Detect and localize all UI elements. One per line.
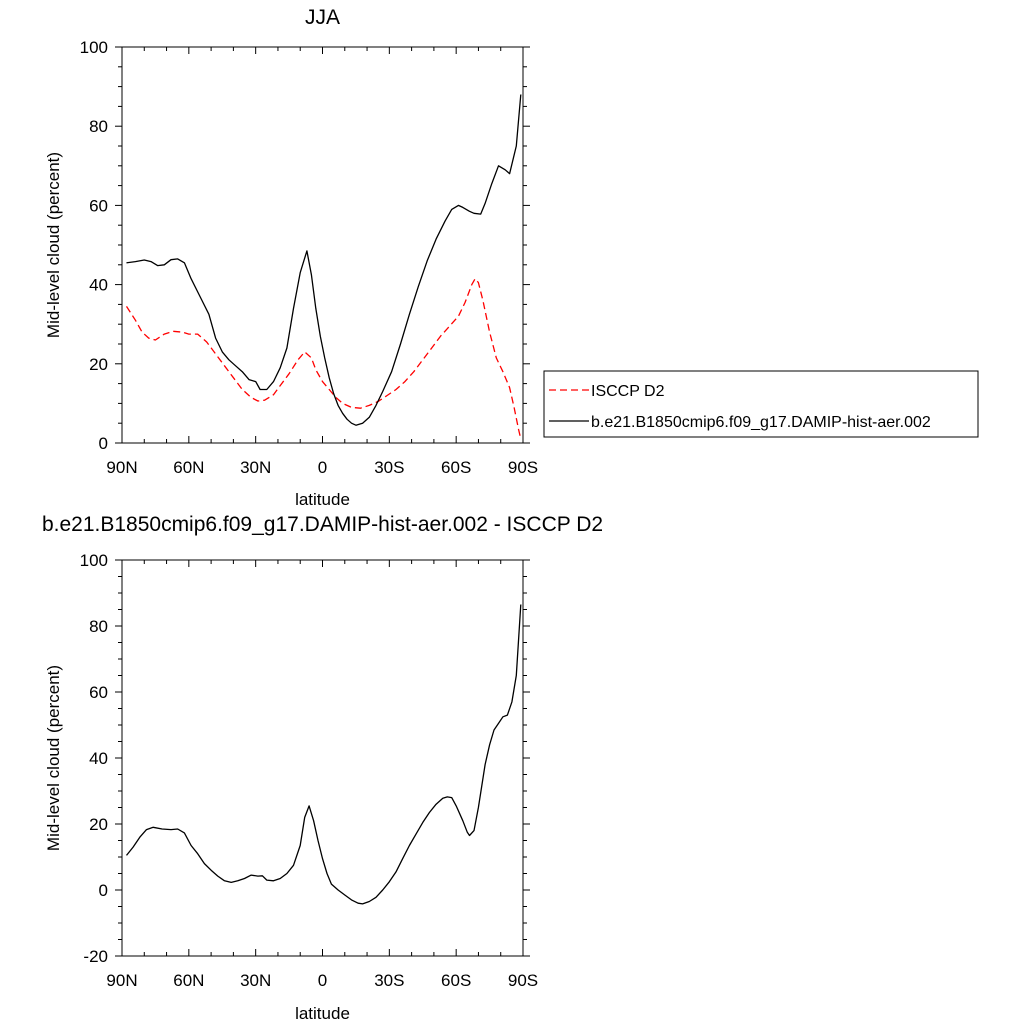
x-tick-label: 90N — [106, 458, 137, 477]
x-tick-label: 60S — [441, 458, 471, 477]
top-chart-title: JJA — [305, 6, 340, 29]
top-series-lines — [125, 94, 522, 440]
legend-box — [543, 370, 979, 438]
y-tick-label: 60 — [89, 683, 108, 702]
x-tick-label: 30N — [240, 458, 271, 477]
bottom-x-ticks: 90N 60N 30N 0 30S 60S 90S — [106, 560, 538, 990]
legend-label-isccp: ISCCP D2 — [591, 383, 665, 400]
x-tick-label: 90N — [106, 971, 137, 990]
x-tick-label: 30S — [374, 458, 404, 477]
y-tick-label: 80 — [89, 117, 108, 136]
y-tick-label: 40 — [89, 749, 108, 768]
bottom-x-axis-label: latitude — [295, 1004, 350, 1023]
top-series-line-1 — [125, 278, 522, 440]
x-tick-label: 30N — [240, 971, 271, 990]
x-tick-label: 90S — [508, 458, 538, 477]
bottom-chart: b.e21.B1850cmip6.f09_g17.DAMIP-hist-aer.… — [42, 513, 603, 1023]
y-tick-label: 60 — [89, 196, 108, 215]
x-tick-label: 30S — [374, 971, 404, 990]
bottom-chart-title: b.e21.B1850cmip6.f09_g17.DAMIP-hist-aer.… — [42, 513, 603, 536]
top-y-axis-label: Mid-level cloud (percent) — [44, 152, 63, 338]
bottom-y-axis-label: Mid-level cloud (percent) — [44, 665, 63, 851]
top-y-ticks: 0 20 40 60 80 100 — [80, 38, 530, 453]
y-tick-label: 20 — [89, 355, 108, 374]
x-tick-label: 60N — [173, 458, 204, 477]
y-tick-label: 80 — [89, 617, 108, 636]
top-chart: JJA 90N 60N 30N 0 30S 60S 90S 0 20 40 60 80 100 lat… — [44, 6, 538, 509]
x-tick-label: 0 — [318, 458, 327, 477]
y-tick-label: 40 — [89, 276, 108, 295]
y-tick-label: 100 — [80, 551, 108, 570]
top-series-line-2 — [126, 94, 522, 426]
y-tick-label: 0 — [99, 881, 108, 900]
bottom-plot-frame — [121, 559, 524, 957]
legend-label-model: b.e21.B1850cmip6.f09_g17.DAMIP-hist-aer.… — [591, 414, 931, 431]
top-x-ticks: 90N 60N 30N 0 30S 60S 90S — [106, 47, 538, 477]
bottom-series-line-1 — [125, 604, 522, 905]
bottom-y-ticks: -20 0 20 40 60 80 100 — [80, 551, 530, 966]
x-tick-label: 60N — [173, 971, 204, 990]
x-tick-label: 0 — [318, 971, 327, 990]
y-tick-label: -20 — [83, 947, 108, 966]
y-tick-label: 0 — [99, 434, 108, 453]
top-x-axis-label: latitude — [295, 490, 350, 509]
x-tick-label: 90S — [508, 971, 538, 990]
bottom-series-lines — [125, 604, 522, 905]
y-tick-label: 20 — [89, 815, 108, 834]
legend: ISCCP D2 b.e21.B1850cmip6.f09_g17.DAMIP-… — [543, 370, 979, 438]
x-tick-label: 60S — [441, 971, 471, 990]
top-plot-frame — [121, 46, 524, 444]
y-tick-label: 100 — [80, 38, 108, 57]
